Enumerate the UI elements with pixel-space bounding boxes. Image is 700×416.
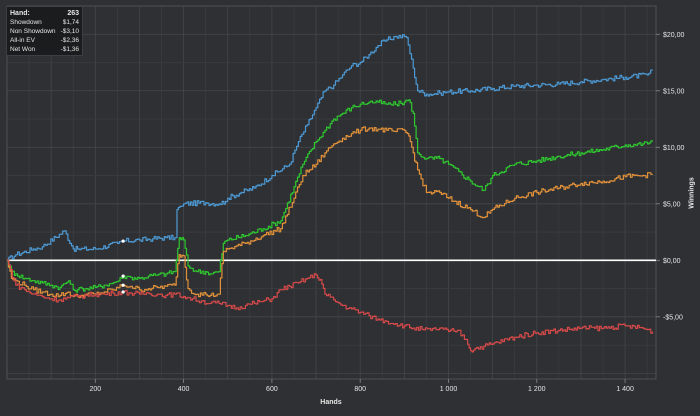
y-tick-label: $20,00 [663, 32, 685, 39]
y-axis: -$5,00 $0,00 $5,00 $10,00 $15,00 $20,00 [656, 32, 685, 321]
y-axis-label: Winnings [688, 177, 696, 209]
x-tick-label: 800 [354, 386, 366, 393]
cursor-markers [121, 239, 125, 294]
x-tick-label: 400 [178, 386, 190, 393]
series-lines [7, 34, 654, 353]
stats-value: -$2,36 [60, 37, 79, 44]
stats-label: Showdown [10, 19, 42, 26]
cursor-marker [121, 274, 125, 278]
stats-label: Non Showdown [10, 28, 56, 35]
stats-label: All-in EV [10, 37, 35, 44]
y-tick-label: $15,00 [663, 88, 685, 95]
stats-row-allin-ev: All-in EV -$2,36 [10, 36, 79, 45]
y-tick-label: $5,00 [663, 201, 681, 208]
plot-frame [6, 5, 657, 380]
series-line [7, 259, 654, 353]
stats-value: -$1,36 [60, 46, 79, 53]
x-tick-label: 200 [89, 386, 101, 393]
stats-value: 263 [67, 10, 79, 17]
x-tick-label: 600 [266, 386, 278, 393]
x-tick-label: 1 400 [616, 386, 634, 393]
x-tick-label: 1 200 [528, 386, 546, 393]
stats-value: $1,74 [62, 19, 79, 26]
stats-panel: Hand: 263 Showdown $1,74 Non Showdown -$… [6, 6, 83, 56]
stats-row-net-won: Net Won -$1,36 [10, 45, 79, 54]
stats-row-showdown: Showdown $1,74 [10, 18, 79, 27]
stats-value: -$3,10 [60, 28, 79, 35]
series-line [7, 34, 654, 261]
stats-row-non-showdown: Non Showdown -$3,10 [10, 27, 79, 36]
cursor-marker [121, 283, 125, 287]
stats-label: Hand: [10, 10, 30, 17]
y-tick-label: -$5,00 [663, 314, 683, 321]
y-tick-label: $10,00 [663, 145, 685, 152]
stats-label: Net Won [10, 46, 36, 53]
cursor-marker [121, 290, 125, 294]
y-tick-label: $0,00 [663, 258, 681, 265]
cursor-marker [121, 239, 125, 243]
x-axis: 200 400 600 800 1 000 1 200 1 400 [89, 379, 634, 393]
x-axis-label: Hands [320, 399, 342, 406]
stats-row-hand: Hand: 263 [10, 9, 79, 18]
series-line [7, 99, 654, 293]
grid [6, 5, 657, 380]
series-line [7, 126, 654, 299]
x-tick-label: 1 000 [440, 386, 458, 393]
